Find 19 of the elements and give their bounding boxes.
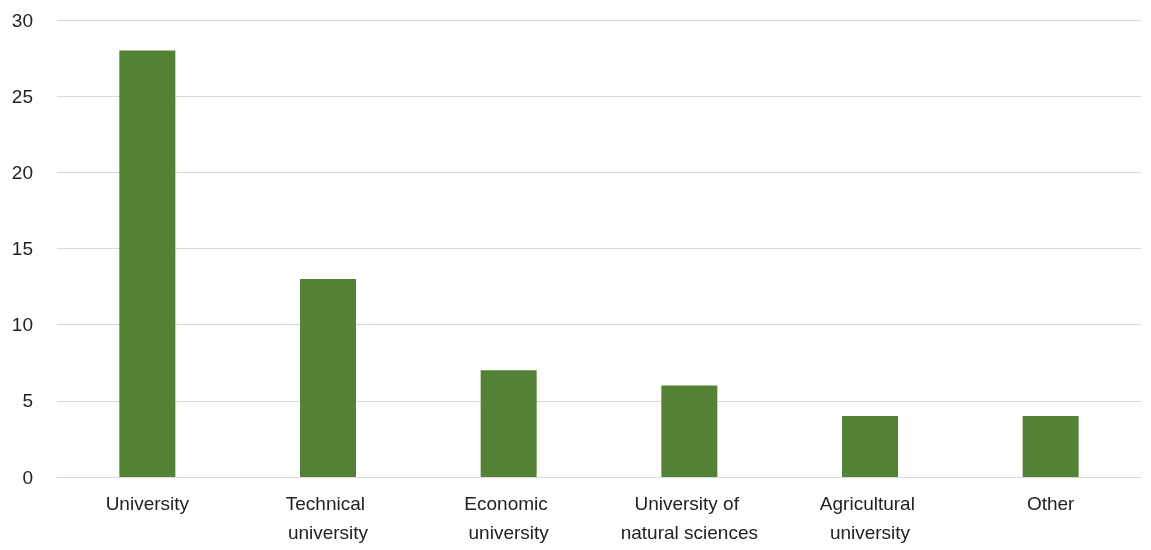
bar xyxy=(842,416,898,477)
x-tick-label: University of natural sciences xyxy=(620,493,758,543)
bar xyxy=(300,278,356,477)
x-tick-label: Agricultural university xyxy=(819,493,921,543)
bar xyxy=(1022,416,1079,477)
bar xyxy=(661,385,718,477)
x-tick-label: Economic university xyxy=(464,493,554,543)
x-tick-label: University xyxy=(105,493,190,514)
y-tick-label: 0 xyxy=(22,466,33,488)
y-tick-label: 10 xyxy=(11,314,33,336)
x-tick-label: Other xyxy=(1026,493,1076,514)
bar xyxy=(119,50,176,477)
y-tick-label: 20 xyxy=(11,161,33,183)
y-tick-label: 25 xyxy=(11,85,33,107)
y-tick-label: 15 xyxy=(11,238,33,259)
y-tick-label: 30 xyxy=(11,9,33,31)
bar xyxy=(480,370,537,477)
x-tick-label: Technical university xyxy=(285,493,371,543)
y-tick-label: 5 xyxy=(22,390,33,412)
